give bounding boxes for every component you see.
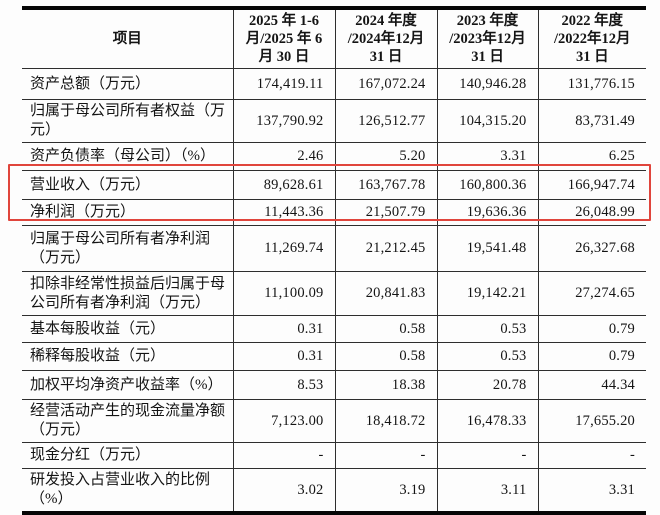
row-value: 104,315.20 [436, 99, 538, 143]
row-value: - [232, 442, 335, 469]
row-value: 3.19 [334, 468, 437, 513]
row-label: 归属于母公司所有者净利润（万元） [22, 225, 233, 272]
row-value: 21,212.45 [334, 225, 437, 272]
row-value: 27,274.65 [537, 271, 646, 316]
column-header-period-2022: 2022 年度 /2022年12月 31 日 [537, 8, 646, 69]
table-row-total-assets: 资产总额（万元） 174,419.11 167,072.24 140,946.2… [22, 68, 646, 100]
row-label: 营业收入（万元） [22, 170, 233, 200]
row-value: 83,731.49 [537, 99, 646, 143]
row-value: 174,419.11 [232, 68, 335, 100]
row-value: 89,628.61 [232, 170, 335, 200]
table-row-debt-ratio: 资产负债率（母公司）（%） 2.46 5.20 3.31 6.25 [22, 142, 646, 171]
column-header-period-2024: 2024 年度 /2024年12月 31 日 [334, 8, 437, 69]
row-value: 2.46 [232, 142, 335, 171]
row-value: 0.31 [232, 315, 335, 343]
row-value: 19,142.21 [436, 271, 538, 316]
row-value: 0.79 [537, 315, 646, 343]
row-value: 3.02 [232, 468, 335, 513]
row-value: 167,072.24 [334, 68, 437, 100]
row-label: 经营活动产生的现金流量净额（万元） [22, 399, 233, 443]
row-value: 3.31 [537, 468, 646, 513]
row-value: 3.31 [436, 142, 538, 171]
row-label: 扣除非经常性损益后归属于母公司所有者净利润（万元） [22, 271, 233, 316]
row-value: 19,541.48 [436, 225, 538, 272]
row-value: 126,512.77 [334, 99, 437, 143]
row-value: 0.53 [436, 342, 538, 371]
row-label: 资产总额（万元） [22, 68, 233, 100]
row-value: 140,946.28 [436, 68, 538, 100]
table-row-net-profit: 净利润（万元） 11,443.36 21,507.79 19,636.36 26… [22, 199, 646, 226]
row-value: 26,327.68 [537, 225, 646, 272]
column-header-period-2023: 2023 年度 /2023年12月 31 日 [436, 8, 538, 69]
row-value: 131,776.15 [537, 68, 646, 100]
table-row-weighted-roe: 加权平均净资产收益率（%） 8.53 18.38 20.78 44.34 [22, 370, 646, 400]
row-value: - [537, 442, 646, 469]
row-value: 11,100.09 [232, 271, 335, 316]
row-label: 净利润（万元） [22, 199, 233, 226]
row-value: 3.11 [436, 468, 538, 513]
table-row-operating-cash-flow: 经营活动产生的现金流量净额（万元） 7,123.00 18,418.72 16,… [22, 399, 646, 443]
table-row-operating-revenue: 营业收入（万元） 89,628.61 163,767.78 160,800.36… [22, 170, 646, 200]
row-value: 26,048.99 [537, 199, 646, 226]
row-value: 18.38 [334, 370, 437, 400]
row-value: 18,418.72 [334, 399, 437, 443]
row-value: 21,507.79 [334, 199, 437, 226]
column-header-item: 项目 [112, 31, 142, 47]
table-row-rd-revenue-ratio: 研发投入占营业收入的比例（%） 3.02 3.19 3.11 3.31 [22, 468, 646, 513]
row-value: 163,767.78 [334, 170, 437, 200]
table-row-parent-net-profit: 归属于母公司所有者净利润（万元） 11,269.74 21,212.45 19,… [22, 225, 646, 272]
row-value: 0.58 [334, 315, 437, 343]
row-label: 基本每股收益（元） [22, 315, 233, 343]
row-label: 归属于母公司所有者权益（万元） [22, 99, 233, 143]
row-value: 7,123.00 [232, 399, 335, 443]
row-value: 20.78 [436, 370, 538, 400]
row-label: 资产负债率（母公司）（%） [22, 142, 233, 171]
row-value: 17,655.20 [537, 399, 646, 443]
row-value: 8.53 [232, 370, 335, 400]
header-row: 项目 2025 年 1-6 月/2025 年 6 月 30 日 2024 年度 … [22, 8, 646, 69]
row-value: 11,443.36 [232, 199, 335, 226]
row-value: - [436, 442, 538, 469]
table-row-basic-eps: 基本每股收益（元） 0.31 0.58 0.53 0.79 [22, 315, 646, 343]
row-value: 6.25 [537, 142, 646, 171]
row-value: 20,841.83 [334, 271, 437, 316]
row-value: 11,269.74 [232, 225, 335, 272]
table-row-diluted-eps: 稀释每股收益（元） 0.31 0.58 0.53 0.79 [22, 342, 646, 371]
row-value: 0.31 [232, 342, 335, 371]
row-value: - [334, 442, 437, 469]
row-label: 加权平均净资产收益率（%） [22, 370, 233, 400]
column-header-period-2025: 2025 年 1-6 月/2025 年 6 月 30 日 [232, 8, 335, 69]
row-value: 0.79 [537, 342, 646, 371]
row-value: 166,947.74 [537, 170, 646, 200]
table-row-cash-dividend: 现金分红（万元） - - - - [22, 442, 646, 469]
row-value: 0.58 [334, 342, 437, 371]
row-label: 稀释每股收益（元） [22, 342, 233, 371]
row-label: 研发投入占营业收入的比例（%） [22, 468, 233, 513]
row-label: 现金分红（万元） [22, 442, 233, 469]
row-value: 44.34 [537, 370, 646, 400]
row-value: 5.20 [334, 142, 437, 171]
table-row-parent-equity: 归属于母公司所有者权益（万元） 137,790.92 126,512.77 10… [22, 99, 646, 143]
row-value: 0.53 [436, 315, 538, 343]
row-value: 16,478.33 [436, 399, 538, 443]
row-value: 160,800.36 [436, 170, 538, 200]
row-value: 137,790.92 [232, 99, 335, 143]
row-value: 19,636.36 [436, 199, 538, 226]
table-row-deducted-net-profit: 扣除非经常性损益后归属于母公司所有者净利润（万元） 11,100.09 20,8… [22, 271, 646, 316]
financial-summary-table: 项目 2025 年 1-6 月/2025 年 6 月 30 日 2024 年度 … [22, 6, 646, 515]
